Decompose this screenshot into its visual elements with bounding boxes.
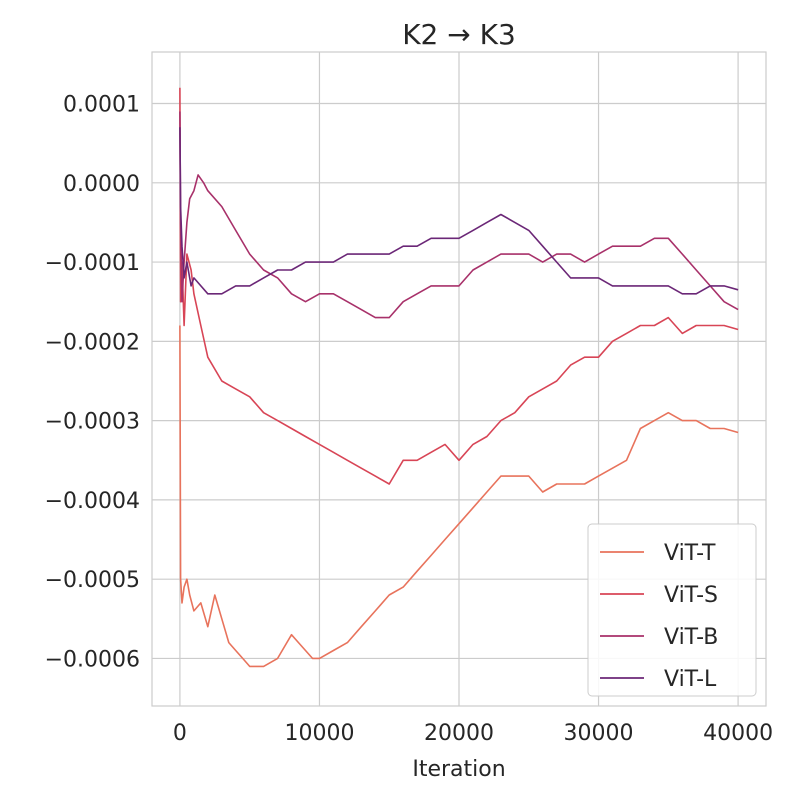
x-axis-label: Iteration	[412, 757, 505, 782]
legend-label: ViT-T	[664, 541, 716, 566]
chart-title: K2 → K3	[402, 18, 516, 51]
x-tick-label: 0	[173, 721, 187, 746]
y-tick-labels: 0.0001 0.0000 −0.0001 −0.0002 −0.0003 −0.0004…	[45, 93, 140, 673]
x-tick-label: 10000	[284, 721, 354, 746]
y-tick-label: −0.0003	[45, 410, 140, 435]
y-tick-label: −0.0004	[45, 489, 140, 514]
y-tick-label: −0.0002	[45, 330, 140, 355]
y-tick-label: 0.0001	[63, 93, 140, 118]
x-tick-labels: 0 10000 20000 30000 40000	[173, 721, 773, 746]
legend-box	[587, 523, 757, 697]
grid-lines	[152, 52, 766, 706]
y-tick-label: 0.0000	[63, 172, 140, 197]
legend-label: ViT-S	[664, 583, 718, 608]
y-tick-label: −0.0006	[45, 647, 140, 672]
y-tick-label: −0.0001	[45, 251, 140, 276]
x-tick-label: 30000	[564, 721, 634, 746]
series-layer	[179, 87, 739, 668]
legend-label: ViT-L	[664, 667, 717, 692]
legend: ViT-T ViT-S ViT-B ViT-L	[587, 523, 757, 697]
legend-label: ViT-B	[664, 625, 718, 650]
x-tick-label: 40000	[703, 721, 773, 746]
x-tick-label: 20000	[424, 721, 494, 746]
y-tick-label: −0.0005	[45, 568, 140, 593]
series-line-vit-l	[179, 127, 739, 295]
series-line-vit-t	[179, 325, 739, 668]
series-line-vit-b	[179, 111, 739, 319]
series-line-vit-s	[179, 87, 739, 485]
plot-frame	[151, 51, 767, 707]
